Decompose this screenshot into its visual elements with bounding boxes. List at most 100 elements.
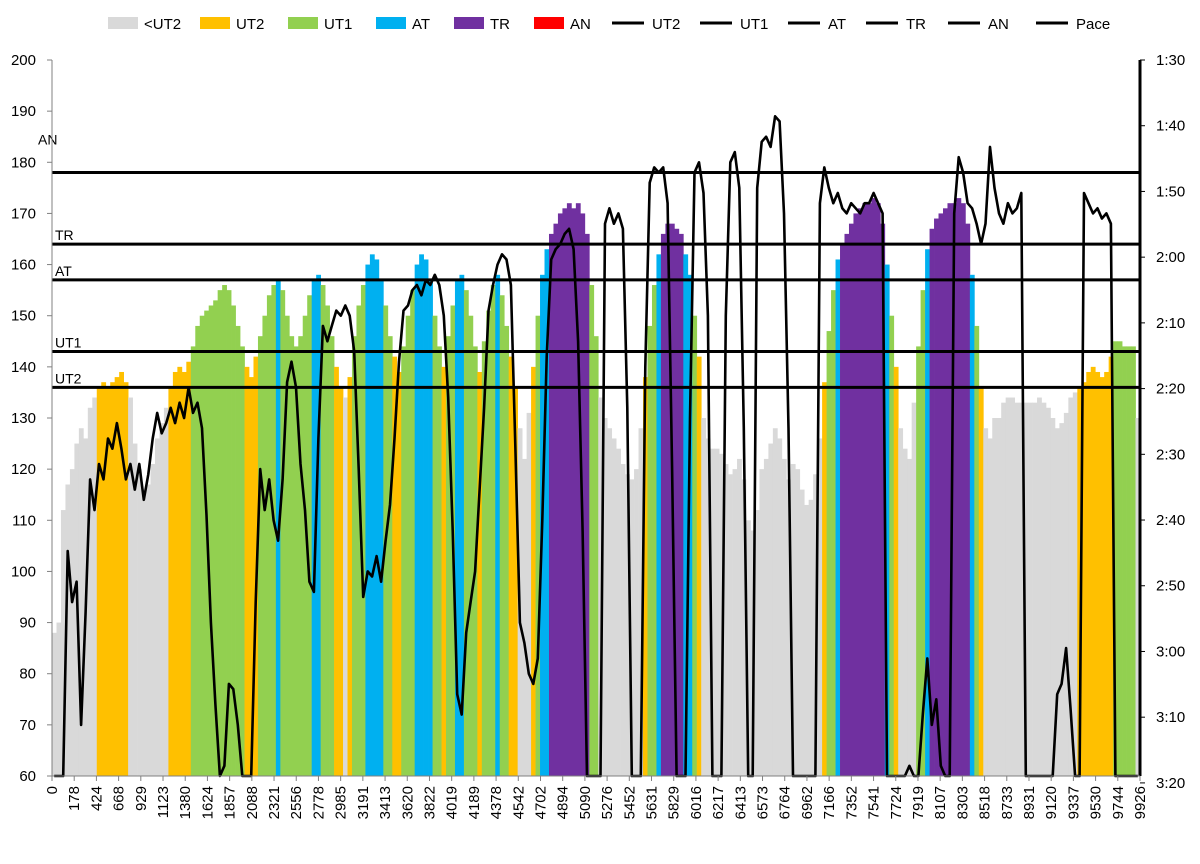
- hr-bar: [925, 249, 930, 777]
- x-tick-label: 6962: [799, 786, 816, 819]
- hr-bar: [387, 336, 393, 776]
- legend-label: UT2: [236, 16, 264, 33]
- hr-bar: [1023, 402, 1029, 776]
- left-tick-label: 90: [19, 615, 36, 632]
- hr-bar: [817, 438, 823, 776]
- left-tick-label: 120: [11, 461, 36, 478]
- hr-bar: [396, 371, 402, 776]
- hr-bar: [56, 622, 62, 776]
- hr-bar: [231, 305, 236, 776]
- hr-bar: [884, 264, 890, 776]
- hr-bar: [719, 453, 724, 776]
- hr-bar: [123, 382, 129, 776]
- hr-bar: [866, 203, 872, 776]
- hr-bar: [213, 300, 219, 776]
- zone-label-tr: TR: [55, 227, 74, 243]
- x-tick-label: 8518: [977, 786, 994, 819]
- hr-bar: [392, 356, 398, 776]
- left-tick-label: 100: [11, 563, 36, 580]
- hr-bar: [996, 418, 1002, 776]
- hr-bar: [598, 397, 604, 776]
- hr-bar: [795, 469, 801, 776]
- zone-threshold-lines: AN TR AT UT1 UT2: [38, 132, 1140, 389]
- hr-bar: [920, 290, 926, 776]
- hr-bar: [195, 325, 201, 776]
- left-tick-label: 160: [11, 257, 36, 274]
- hr-bar: [822, 382, 827, 776]
- hr-bar: [1135, 418, 1141, 776]
- hr-bar: [544, 249, 550, 777]
- legend-label: AN: [570, 16, 591, 33]
- hr-bar: [1037, 397, 1042, 776]
- hr-bar: [665, 223, 671, 776]
- hr-bar: [481, 341, 487, 776]
- hr-bar: [351, 336, 357, 776]
- hr-bar: [477, 371, 483, 776]
- hr-bar: [150, 464, 156, 776]
- hr-bar: [441, 366, 447, 776]
- hr-bar: [1054, 428, 1060, 776]
- hr-bar: [916, 346, 921, 776]
- hr-bar: [960, 203, 966, 776]
- hr-bar: [325, 305, 330, 776]
- hr-bar: [360, 285, 366, 776]
- x-tick-label: 6413: [732, 786, 749, 819]
- hr-bar: [634, 469, 639, 776]
- hr-bar: [844, 233, 850, 776]
- hr-bar: [159, 423, 165, 776]
- hr-bar: [804, 504, 810, 776]
- hr-bar: [947, 203, 953, 776]
- hr-bar: [454, 279, 460, 776]
- hr-bar: [781, 458, 787, 776]
- x-tick-label: 4702: [533, 786, 550, 819]
- hr-bar: [553, 223, 559, 776]
- hr-bar: [674, 228, 680, 776]
- hr-bar: [656, 254, 662, 777]
- left-tick-label: 110: [12, 512, 36, 529]
- hr-bar: [405, 315, 411, 776]
- hr-bar: [584, 233, 590, 776]
- hr-bar: [226, 290, 232, 776]
- hr-bar: [423, 259, 429, 777]
- hr-bar: [329, 336, 335, 776]
- right-tick-label: 2:00: [1156, 249, 1185, 266]
- hr-bar: [163, 407, 169, 776]
- hr-bar: [499, 295, 505, 776]
- hr-bar: [741, 479, 747, 776]
- zone-label-ut1: UT1: [55, 335, 82, 351]
- legend-swatch: [200, 17, 230, 29]
- hr-bar: [898, 428, 904, 776]
- hr-bar: [862, 203, 868, 776]
- hr-bar: [87, 407, 93, 776]
- hr-bar: [1081, 382, 1087, 776]
- x-tick-label: 3620: [399, 786, 416, 819]
- hr-bar: [271, 285, 277, 776]
- x-tick-label: 2088: [244, 786, 261, 819]
- hr-bar: [705, 438, 711, 776]
- zone-label-at: AT: [55, 263, 72, 279]
- hr-bar: [298, 336, 304, 776]
- hr-bar: [208, 305, 214, 776]
- legend-swatch: [108, 17, 138, 29]
- hr-bar: [414, 264, 420, 776]
- hr-bar: [1108, 356, 1114, 776]
- hr-bar: [410, 290, 416, 776]
- x-tick-label: 3822: [422, 786, 439, 819]
- x-tick-label: 4378: [488, 786, 505, 819]
- hr-bar: [522, 458, 527, 776]
- hr-bar: [338, 387, 344, 776]
- hr-bar: [1104, 371, 1110, 776]
- right-tick-label: 1:50: [1156, 183, 1185, 200]
- legend-swatch: [376, 17, 406, 29]
- hr-bar: [374, 259, 380, 777]
- hr-bar: [495, 274, 501, 776]
- hr-bar: [146, 484, 151, 776]
- x-tick-label: 7919: [910, 786, 927, 819]
- hr-bar: [835, 259, 841, 777]
- x-tick-label: 0: [44, 786, 61, 794]
- hr-bar: [934, 218, 939, 777]
- hr-bar: [799, 489, 805, 776]
- hr-bar: [687, 274, 693, 776]
- hr-bar: [92, 397, 98, 776]
